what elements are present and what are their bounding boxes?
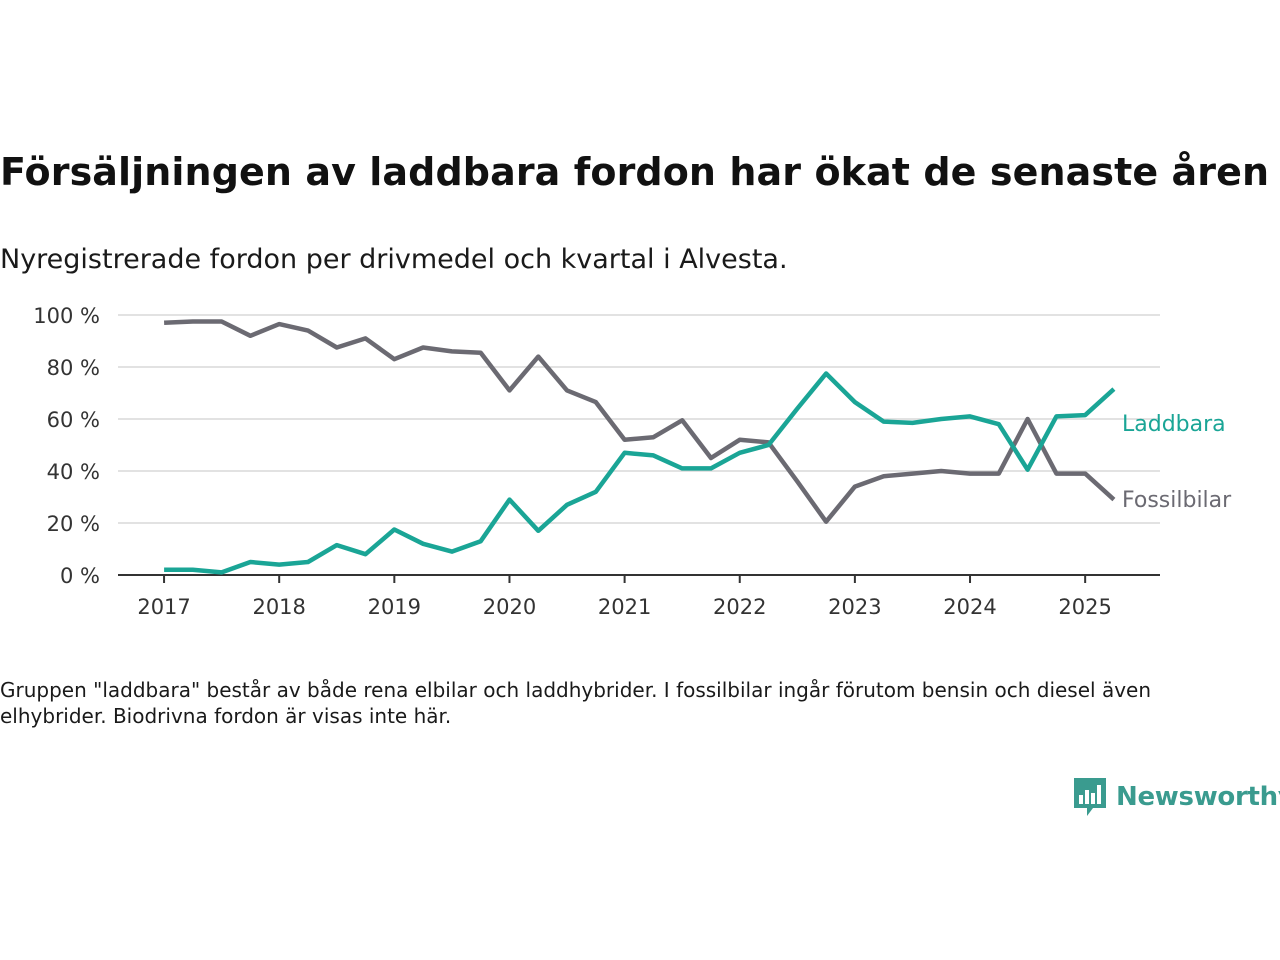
chart-subtitle: Nyregistrerade fordon per drivmedel och … (0, 244, 788, 275)
y-tick-label: 20 % (47, 512, 100, 536)
y-tick-label: 0 % (60, 564, 100, 588)
brand-name: Newsworthy (1116, 782, 1280, 812)
series-line-laddbara (164, 371, 1116, 575)
y-tick-label: 100 % (33, 304, 100, 328)
x-tick-label: 2022 (713, 595, 766, 619)
newsworthy-logo-icon (1074, 778, 1106, 816)
y-tick-label: 40 % (47, 460, 100, 484)
x-tick-label: 2019 (368, 595, 421, 619)
series-label-laddbara: Laddbara (1122, 412, 1226, 437)
series-label-fossilbilar: Fossilbilar (1122, 488, 1232, 513)
x-tick-label: 2023 (828, 595, 881, 619)
x-tick-label: 2017 (137, 595, 190, 619)
x-tick-label: 2018 (252, 595, 305, 619)
x-tick-label: 2025 (1058, 595, 1111, 619)
y-tick-label: 80 % (47, 356, 100, 380)
series-line-fossilbilar (163, 319, 1116, 524)
x-tick-label: 2021 (598, 595, 651, 619)
y-tick-label: 60 % (47, 408, 100, 432)
line-chart: 0 % 20 % 40 % 60 % 80 % 100 % 2017 2018 2019 2020… (33, 304, 1232, 619)
chart-footnote: Gruppen "laddbara" består av både rena e… (0, 678, 1152, 728)
brand-logo[interactable]: Newsworthy (1072, 776, 1280, 818)
x-tick-label: 2020 (483, 595, 536, 619)
chart-title: Försäljningen av laddbara fordon har öka… (0, 150, 1270, 194)
x-tick-label: 2024 (943, 595, 996, 619)
